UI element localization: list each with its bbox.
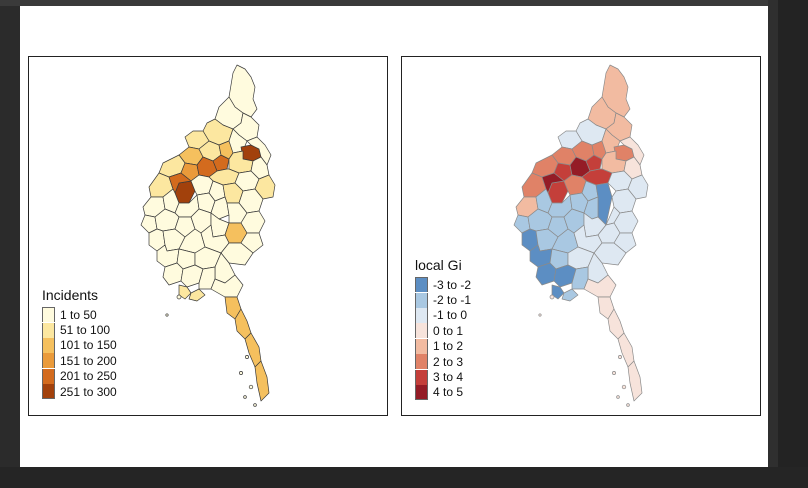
- incidents-legend-swatch: [42, 307, 55, 323]
- incidents-map: [140, 64, 276, 407]
- incidents-legend-swatch: [42, 353, 55, 369]
- local-gi-legend-swatch: [415, 338, 428, 354]
- local-gi-legend-label: -1 to 0: [433, 308, 468, 323]
- gi-island-3: [612, 371, 616, 375]
- island-6: [253, 403, 257, 407]
- island-7: [165, 313, 169, 317]
- gi-region-delta-4: [551, 284, 565, 300]
- local-gi-legend-label: 3 to 4: [433, 370, 464, 385]
- local-gi-map: [513, 64, 649, 407]
- incidents-legend-swatch: [42, 322, 55, 338]
- local-gi-legend-swatch: [415, 307, 428, 323]
- gi-region-delta-1: [535, 262, 557, 286]
- local-gi-legend-item: 2 to 3: [415, 354, 471, 370]
- local-gi-legend-swatch: [415, 369, 428, 385]
- gi-island-1: [549, 294, 555, 300]
- incidents-legend: Incidents 1 to 50 51 to 100 101 to 150 151 …: [42, 287, 117, 400]
- local-gi-legend-item: 1 to 2: [415, 338, 471, 354]
- incidents-legend-item: 201 to 250: [42, 368, 117, 384]
- incidents-legend-item: 151 to 200: [42, 353, 117, 369]
- incidents-legend-label: 251 to 300: [60, 384, 117, 399]
- incidents-legend-item: 1 to 50: [42, 307, 117, 323]
- local-gi-legend-item: -1 to 0: [415, 307, 471, 323]
- gi-island-6: [626, 403, 630, 407]
- local-gi-legend-item: 0 to 1: [415, 323, 471, 339]
- incidents-legend-swatch: [42, 337, 55, 353]
- incidents-legend-label: 201 to 250: [60, 369, 117, 384]
- local-gi-legend-label: 2 to 3: [433, 354, 464, 369]
- gi-region-tail-2: [617, 332, 635, 368]
- incidents-map-panel: Incidents 1 to 50 51 to 100 101 to 150 151 …: [28, 56, 388, 416]
- local-gi-legend-swatch: [415, 292, 428, 308]
- gi-island-4: [621, 384, 627, 390]
- local-gi-legend-swatch: [415, 384, 428, 400]
- incidents-legend-label: 101 to 150: [60, 338, 117, 353]
- island-2: [245, 355, 249, 359]
- gi-region-e-5: [613, 232, 637, 254]
- local-gi-legend-swatch: [415, 323, 428, 339]
- local-gi-legend-item: -2 to -1: [415, 292, 472, 308]
- local-gi-legend-label: 4 to 5: [433, 385, 464, 400]
- incidents-legend-item: 251 to 300: [42, 384, 117, 400]
- incidents-legend-title: Incidents: [42, 287, 99, 303]
- island-5: [243, 395, 247, 399]
- incidents-legend-swatch: [42, 368, 55, 384]
- gi-region-tail-3: [627, 360, 643, 402]
- viewer-scroll-gutter: [778, 0, 808, 488]
- region-delta-4: [178, 284, 192, 300]
- incidents-legend-label: 51 to 100: [60, 323, 111, 338]
- gi-region-delta-5: [561, 288, 579, 302]
- island-4: [248, 384, 254, 390]
- incidents-legend-item: 101 to 150: [42, 337, 117, 353]
- viewer-bottom-edge: [0, 467, 808, 488]
- local-gi-legend-label: 0 to 1: [433, 323, 464, 338]
- gi-region-se-1: [583, 274, 617, 298]
- gi-island-2: [618, 355, 622, 359]
- local-gi-legend-title: local Gi: [415, 257, 462, 273]
- gi-island-5: [616, 395, 620, 399]
- local-gi-legend-label: 1 to 2: [433, 339, 464, 354]
- incidents-legend-item: 51 to 100: [42, 322, 117, 338]
- island-1: [176, 294, 182, 300]
- region-tail-3: [254, 360, 270, 402]
- region-e-5: [240, 232, 264, 254]
- region-tail-2: [244, 332, 262, 368]
- local-gi-legend-swatch: [415, 354, 428, 370]
- local-gi-legend-item: 4 to 5: [415, 384, 471, 400]
- local-gi-legend-item: 3 to 4: [415, 369, 471, 385]
- local-gi-legend-label: -2 to -1: [433, 293, 472, 308]
- incidents-legend-label: 1 to 50: [60, 307, 97, 322]
- region-se-1: [210, 274, 244, 298]
- island-3: [239, 371, 243, 375]
- local-gi-legend-label: -3 to -2: [433, 277, 472, 292]
- incidents-legend-label: 151 to 200: [60, 353, 117, 368]
- local-gi-legend-item: -3 to -2: [415, 277, 472, 293]
- incidents-legend-swatch: [42, 384, 55, 400]
- incidents-legend-items: 1 to 50 51 to 100 101 to 150 151 to 200 201 …: [42, 307, 117, 400]
- local-gi-legend-swatch: [415, 277, 428, 293]
- region-delta-1: [162, 262, 184, 286]
- window-top-edge: [0, 0, 808, 6]
- gi-island-7: [538, 313, 542, 317]
- region-delta-5: [188, 288, 206, 302]
